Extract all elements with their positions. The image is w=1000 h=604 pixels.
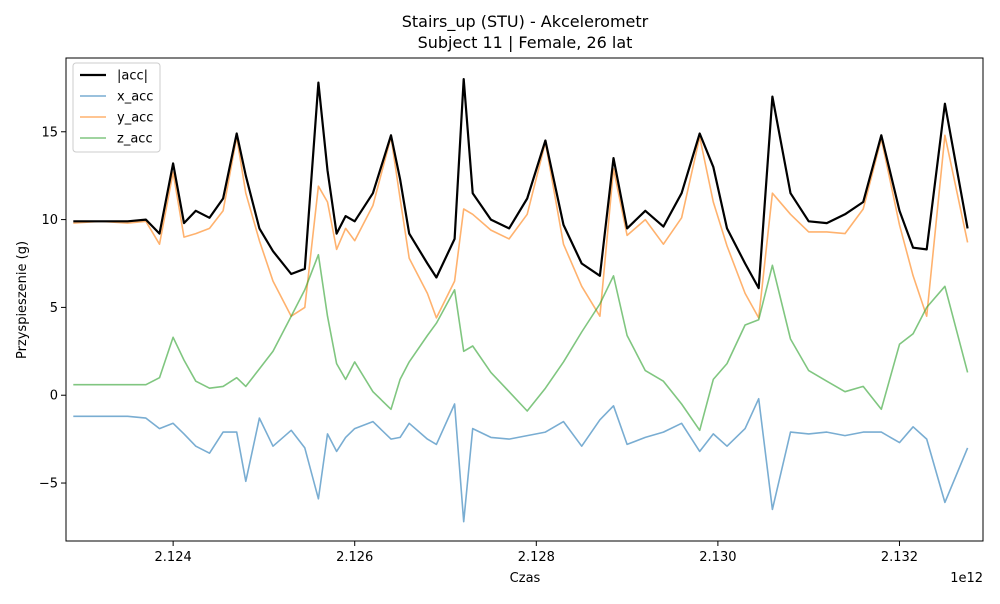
legend-label: z_acc [117,132,153,147]
x-tick-label: 2.130 [699,550,736,565]
series-line-x-acc [73,397,969,523]
legend-label: y_acc [117,111,153,126]
chart-title: Stairs_up (STU) - Akcelerometr [402,12,649,32]
x-axis-offset-label: 1e12 [950,571,983,586]
y-tick-label: 0 [50,389,58,404]
legend-label: |acc| [117,69,148,84]
series-line-z-acc [73,253,969,432]
y-axis-ticks: −5 0 5 10 15 [39,125,66,492]
plot-frame [65,57,984,542]
legend: |acc| x_acc y_acc z_acc [72,62,161,153]
x-tick-label: 2.124 [155,550,192,565]
legend-label: x_acc [117,90,153,105]
x-tick-label: 2.132 [881,550,918,565]
plot-lines [73,77,969,523]
y-axis-label: Przyspieszenie (g) [15,241,30,359]
legend-box [72,62,161,153]
y-tick-label: −5 [39,477,58,492]
x-axis-label: Czas [510,571,541,586]
y-tick-label: 15 [41,125,58,140]
x-axis-ticks: 2.124 2.126 2.128 2.130 2.132 [155,541,918,565]
chart-subtitle: Subject 11 | Female, 26 lat [418,33,633,52]
x-tick-label: 2.128 [518,550,555,565]
series-line-y-acc [73,134,969,319]
series-line-acc-magnitude [73,77,969,290]
y-tick-label: 5 [50,301,58,316]
x-tick-label: 2.126 [336,550,373,565]
y-tick-label: 10 [41,213,58,228]
